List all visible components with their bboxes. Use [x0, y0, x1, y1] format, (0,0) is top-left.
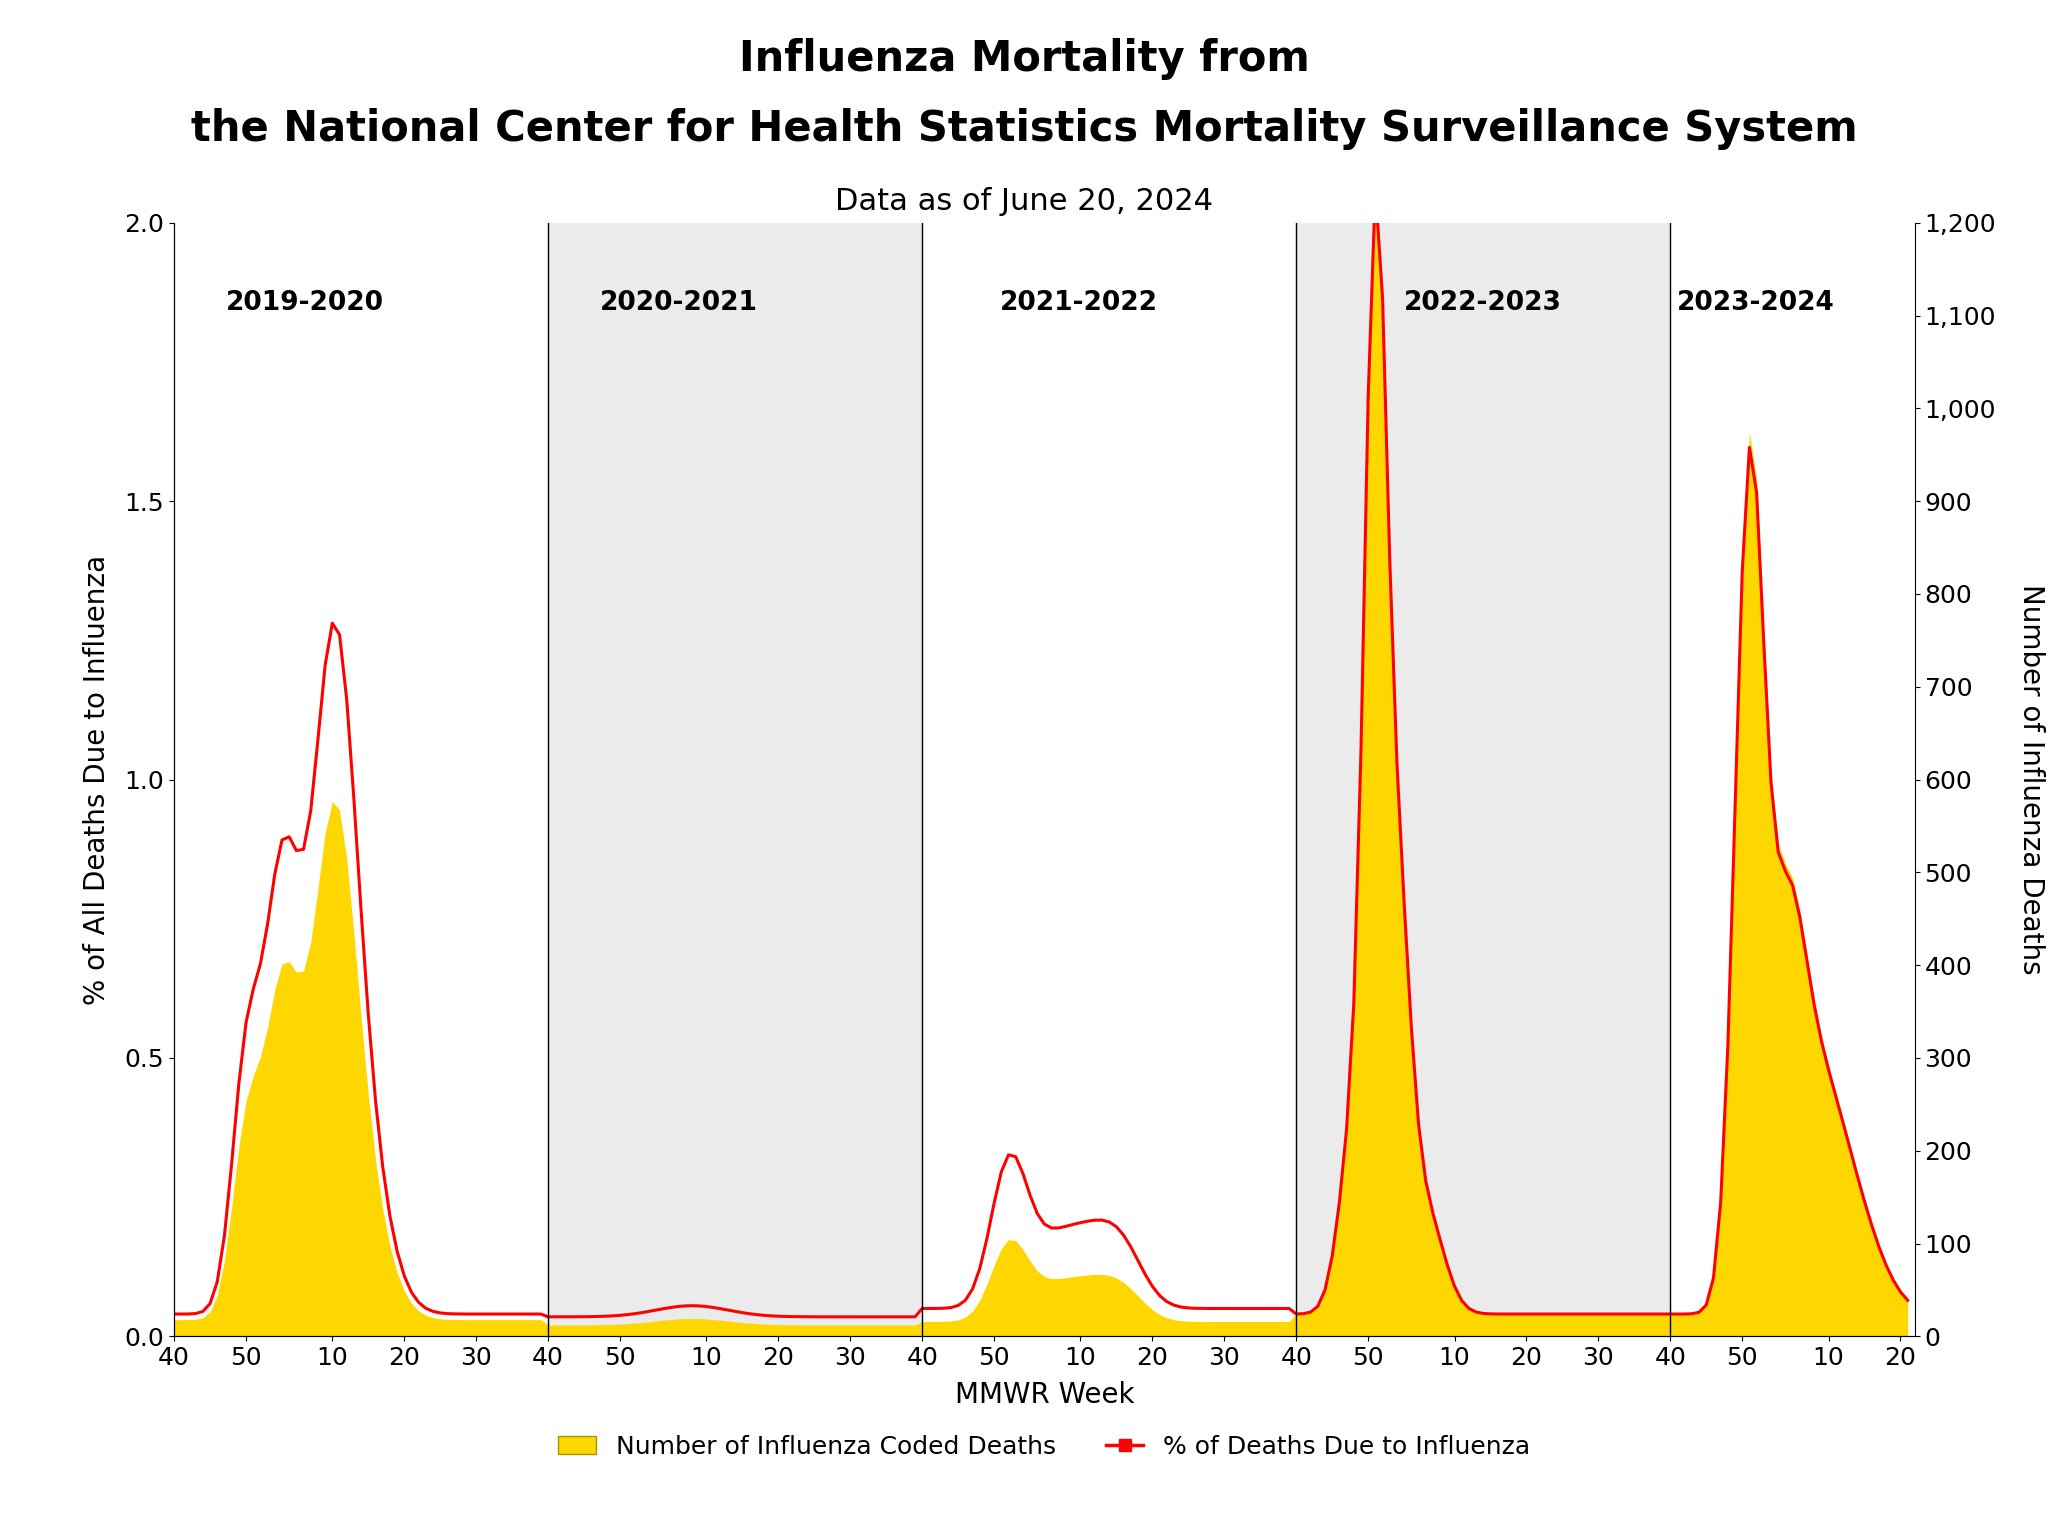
Legend: Number of Influenza Coded Deaths, % of Deaths Due to Influenza: Number of Influenza Coded Deaths, % of D…: [549, 1424, 1540, 1468]
Bar: [549, 223, 922, 1336]
Text: 2022-2023: 2022-2023: [1405, 290, 1563, 315]
Text: 2020-2021: 2020-2021: [600, 290, 758, 315]
Text: Data as of June 20, 2024: Data as of June 20, 2024: [836, 187, 1212, 217]
X-axis label: MMWR Week: MMWR Week: [954, 1381, 1135, 1409]
Bar: [1296, 223, 1671, 1336]
Text: 2023-2024: 2023-2024: [1677, 290, 1835, 315]
Text: 2021-2022: 2021-2022: [999, 290, 1159, 315]
Text: 2019-2020: 2019-2020: [225, 290, 383, 315]
Text: the National Center for Health Statistics Mortality Surveillance System: the National Center for Health Statistic…: [190, 108, 1858, 149]
Y-axis label: % of All Deaths Due to Influenza: % of All Deaths Due to Influenza: [82, 554, 111, 1005]
Y-axis label: Number of Influenza Deaths: Number of Influenza Deaths: [2017, 584, 2046, 975]
Text: Influenza Mortality from: Influenza Mortality from: [739, 38, 1309, 80]
